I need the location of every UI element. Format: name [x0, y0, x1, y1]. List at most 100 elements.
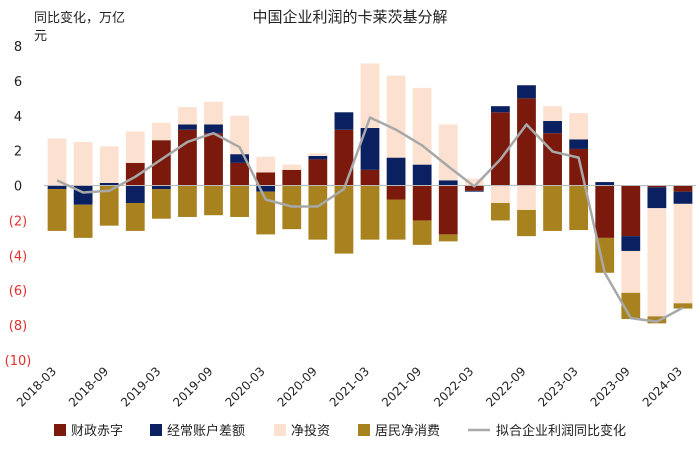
bar-segment-1 — [386, 157, 406, 186]
bar-segment-2 — [517, 185, 536, 210]
chart-title: 中国企业利润的卡莱茨基分解 — [252, 8, 447, 26]
bar-segment-0 — [491, 112, 510, 186]
x-tick-label: 2022-03 — [431, 364, 476, 409]
y-tick-label: (10) — [5, 354, 32, 369]
legend-label-2: 净投资 — [291, 423, 330, 439]
bar-segment-1 — [491, 106, 510, 113]
bar-segment-1 — [569, 139, 589, 149]
x-tick-label: 2018-09 — [66, 364, 111, 409]
y-tick-label: 8 — [14, 40, 22, 55]
bar-segment-2 — [438, 124, 458, 181]
bar-segment-2 — [464, 178, 484, 186]
bar-segment-0 — [412, 185, 432, 221]
bar-segment-3 — [412, 220, 432, 245]
x-tick-label: 2020-03 — [222, 364, 267, 409]
legend-swatch-0 — [54, 424, 66, 436]
bar-segment-0 — [438, 185, 458, 235]
bar-segment-3 — [543, 185, 562, 231]
fitted-profit-line — [56, 116, 684, 323]
bar-segment-2 — [178, 107, 197, 125]
bar-segment-0 — [282, 169, 302, 186]
y-tick-label: (6) — [9, 284, 27, 299]
bar-segment-1 — [647, 187, 667, 209]
bar-segment-3 — [178, 185, 197, 217]
x-tick-label: 2021-09 — [379, 364, 424, 409]
bars-layer — [47, 63, 693, 324]
bar-segment-3 — [569, 185, 589, 231]
legend-label-1: 经常账户差额 — [167, 423, 245, 439]
legend-label-4: 拟合企业利润同比变化 — [496, 423, 626, 439]
bar-segment-1 — [125, 185, 145, 203]
bar-segment-0 — [308, 159, 328, 186]
bar-segment-0 — [464, 185, 484, 191]
y-tick-label: 0 — [14, 180, 22, 195]
x-tick-label: 2019-09 — [170, 364, 215, 409]
bar-segment-3 — [438, 234, 458, 242]
bar-segment-0 — [543, 133, 562, 186]
bar-segment-0 — [151, 140, 171, 186]
y-tick-label: 6 — [14, 75, 22, 90]
bar-segment-2 — [386, 75, 406, 158]
bar-segment-0 — [621, 185, 641, 237]
bar-segment-0 — [178, 129, 197, 186]
bar-segment-2 — [256, 156, 276, 173]
bar-segment-0 — [256, 172, 276, 186]
bar-segment-3 — [256, 191, 276, 235]
bar-segment-1 — [204, 124, 223, 134]
legend-swatch-3 — [358, 424, 370, 436]
bar-segment-1 — [673, 191, 693, 204]
bar-segment-1 — [595, 182, 615, 186]
bar-segment-2 — [73, 141, 93, 186]
bar-segment-2 — [412, 87, 432, 165]
bar-segment-0 — [647, 185, 667, 188]
bar-segment-1 — [412, 164, 432, 186]
bar-segment-2 — [125, 131, 145, 163]
x-tick-label: 2022-09 — [483, 364, 528, 409]
bar-segment-3 — [99, 185, 119, 226]
legend-label-0: 财政赤字 — [71, 424, 123, 439]
bar-segment-1 — [308, 155, 328, 160]
x-tick-label: 2020-09 — [275, 364, 320, 409]
x-axis-ticks: 2018-03 2018-09 2019-03 2019-09 2020-03 2020-… — [14, 364, 685, 409]
bar-segment-1 — [178, 124, 197, 130]
bar-segment-3 — [204, 185, 223, 216]
bar-segment-0 — [125, 162, 145, 186]
bar-segment-0 — [595, 185, 615, 238]
legend-label-3: 居民净消费 — [375, 424, 440, 439]
bar-segment-2 — [647, 208, 667, 317]
legend: 财政赤字 经常账户差额 净投资 居民净消费 拟合企业利润同比变化 — [54, 423, 626, 439]
y-axis-label-line1: 同比变化，万亿 — [34, 10, 125, 26]
x-tick-label: 2018-03 — [14, 364, 59, 409]
bar-segment-3 — [334, 185, 354, 254]
bar-segment-2 — [360, 63, 380, 128]
bar-segment-2 — [282, 164, 302, 170]
bar-segment-2 — [491, 185, 510, 203]
y-tick-label: (2) — [9, 214, 27, 229]
bar-segment-0 — [360, 169, 380, 186]
bar-segment-1 — [230, 154, 249, 163]
x-tick-label: 2021-03 — [327, 364, 372, 409]
x-tick-label: 2024-03 — [640, 364, 685, 409]
bar-segment-0 — [673, 185, 693, 192]
y-tick-label: (4) — [9, 249, 27, 264]
bar-segment-3 — [230, 185, 249, 217]
bar-segment-1 — [334, 112, 354, 130]
bar-segment-3 — [647, 316, 667, 324]
bar-segment-0 — [386, 185, 406, 200]
x-tick-label: 2019-03 — [118, 364, 163, 409]
bar-segment-1 — [256, 185, 276, 192]
y-axis-label-line2: 元 — [34, 29, 47, 44]
bar-segment-1 — [517, 85, 536, 99]
bar-segment-2 — [204, 101, 223, 125]
bar-segment-0 — [517, 98, 536, 186]
bar-segment-1 — [464, 190, 484, 192]
legend-swatch-2 — [274, 424, 286, 436]
bar-segment-0 — [204, 133, 223, 186]
bar-segment-3 — [125, 203, 145, 231]
bar-segment-3 — [673, 303, 693, 309]
bar-segment-1 — [543, 121, 562, 134]
bar-segment-3 — [47, 189, 67, 231]
legend-swatch-1 — [150, 424, 162, 436]
bar-segment-2 — [543, 106, 562, 122]
bar-segment-3 — [308, 185, 328, 240]
